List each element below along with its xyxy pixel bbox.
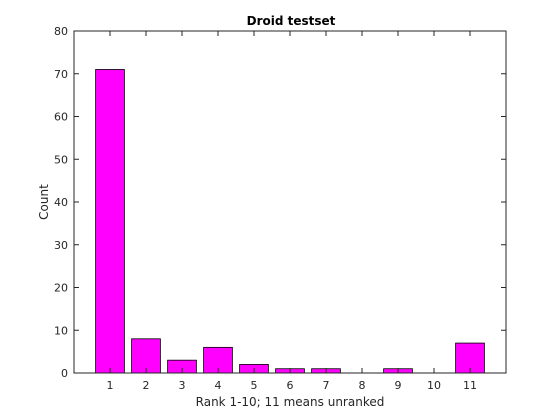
y-tick-label: 50 <box>54 153 68 166</box>
x-tick-label: 1 <box>107 379 114 392</box>
y-tick-label: 60 <box>54 111 68 124</box>
x-tick-label: 9 <box>395 379 402 392</box>
x-tick-label: 7 <box>323 379 330 392</box>
bar-series <box>95 69 485 374</box>
y-tick-label: 80 <box>54 25 68 38</box>
x-tick-label: 4 <box>215 379 222 392</box>
bar-rank-2 <box>131 338 161 374</box>
x-tick-label: 5 <box>251 379 258 392</box>
x-tick-label: 8 <box>359 379 366 392</box>
y-tick-label: 20 <box>54 282 68 295</box>
x-tick-label: 10 <box>427 379 441 392</box>
x-axis-ticks: 1 2 3 4 5 6 7 8 9 10 11 <box>107 31 477 392</box>
y-tick-label: 0 <box>61 367 68 380</box>
plot-area-frame <box>73 30 507 374</box>
y-tick-label: 40 <box>54 196 68 209</box>
x-tick-label: 3 <box>179 379 186 392</box>
y-axis-label: Count <box>37 184 51 220</box>
y-tick-label: 70 <box>54 68 68 81</box>
x-tick-label: 6 <box>287 379 294 392</box>
y-tick-label: 30 <box>54 239 68 252</box>
x-axis-label: Rank 1-10; 11 means unranked <box>196 395 385 409</box>
y-tick-label: 10 <box>54 324 68 337</box>
y-axis-ticks: 0 10 20 30 40 50 60 70 80 <box>54 25 506 380</box>
x-tick-label: 2 <box>143 379 150 392</box>
bar-rank-1 <box>95 69 125 374</box>
chart-title: Droid testset <box>247 14 336 28</box>
x-tick-label: 11 <box>463 379 477 392</box>
